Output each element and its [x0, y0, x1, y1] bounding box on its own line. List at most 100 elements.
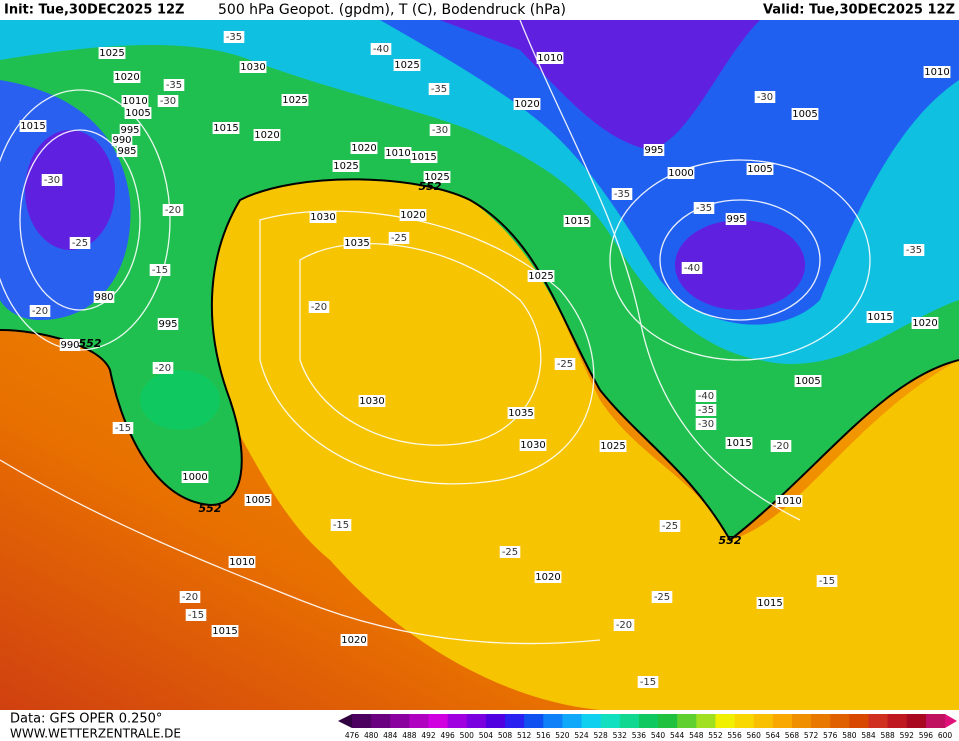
- height-label: 552: [199, 502, 222, 515]
- colorbar-swatch: [811, 714, 831, 728]
- isobar-label-box: [228, 556, 256, 568]
- colorbar-tick-label: 496: [440, 731, 455, 740]
- header-bar: [0, 0, 959, 20]
- colorbar-tick-label: 504: [479, 731, 494, 740]
- temperature-label-box: [223, 31, 245, 43]
- isobar-label: 1015: [757, 598, 782, 609]
- colorbar-swatch: [638, 714, 659, 728]
- temperature-label-box: [388, 232, 410, 244]
- isobar-label: 1030: [359, 396, 384, 407]
- colorbar-swatch: [505, 714, 525, 728]
- isobar-label: 1020: [114, 72, 139, 83]
- temperature-label: -20: [32, 306, 48, 317]
- isobar-label-box: [527, 270, 555, 282]
- colorbar-tick-label: 512: [517, 731, 532, 740]
- isobar-label: 985: [117, 146, 136, 157]
- temperature-label: -25: [502, 547, 518, 558]
- temperature-label: -20: [165, 205, 181, 216]
- temperature-label: -20: [773, 441, 789, 452]
- isobar-label: 1015: [411, 152, 436, 163]
- colorbar-swatch: [447, 714, 468, 728]
- isobar-label-box: [519, 439, 547, 451]
- colorbar-tick-label: 524: [574, 731, 589, 740]
- colorbar-tick-label: 500: [460, 731, 475, 740]
- isobar-label-box: [725, 213, 747, 225]
- isobar-label: 1020: [351, 143, 376, 154]
- colorbar-tick-label: 492: [421, 731, 436, 740]
- temperature-label-box: [613, 619, 635, 631]
- isobar-label: 980: [94, 292, 113, 303]
- isobar-label: 1005: [125, 108, 150, 119]
- isobar-label-box: [393, 59, 421, 71]
- temperature-label-box: [330, 519, 352, 531]
- temperature-label: -25: [391, 233, 407, 244]
- colorbar-tick-label: 576: [823, 731, 838, 740]
- isobar-label-box: [281, 94, 309, 106]
- temperature-label: -40: [373, 44, 389, 55]
- isobar-label-box: [343, 237, 371, 249]
- temperature-label: -20: [155, 363, 171, 374]
- isobar-label: 1025: [394, 60, 419, 71]
- colorbar-swatch: [581, 714, 602, 728]
- colorbar-swatch: [772, 714, 793, 728]
- colorbar-swatch: [543, 714, 563, 728]
- colorbar-tick-label: 508: [498, 731, 513, 740]
- colorbar-tick-label: 568: [785, 731, 800, 740]
- colorbar-tick-label: 484: [383, 731, 398, 740]
- isobar-label-box: [111, 134, 133, 146]
- isobar-label-box: [340, 634, 368, 646]
- isobar-label: 1015: [867, 312, 892, 323]
- colorbar-tick-label: 596: [919, 731, 934, 740]
- west-low-purple: [25, 130, 115, 250]
- yellow-zone: [209, 179, 959, 710]
- colorbar-tick-label: 572: [804, 731, 819, 740]
- isobar-label-box: [211, 625, 239, 637]
- colorbar-swatch: [371, 714, 391, 728]
- isobar-label-box: [423, 171, 451, 183]
- isobar-label-box: [746, 163, 774, 175]
- isobar-label-box: [119, 124, 141, 136]
- isobar-label-box: [725, 437, 753, 449]
- colorbar-swatch: [791, 714, 812, 728]
- isobar-label-box: [399, 209, 427, 221]
- isobar-label-box: [923, 66, 951, 78]
- isobar-label-box: [113, 71, 141, 83]
- colorbar-tick-label: 564: [766, 731, 781, 740]
- colorbar-swatch: [753, 714, 774, 728]
- isobar-label: 995: [726, 214, 745, 225]
- colorbar-tick-label: 532: [613, 731, 628, 740]
- isobar-label: 1020: [535, 572, 560, 583]
- temperature-label: -25: [557, 359, 573, 370]
- isobar-label-box: [775, 495, 803, 507]
- height-label: 552: [419, 180, 442, 193]
- colorbar-arrow-right: [945, 714, 957, 728]
- isobar-label: 1020: [514, 99, 539, 110]
- temperature-label-box: [163, 79, 185, 91]
- isobar-label-box: [534, 571, 562, 583]
- green-pocket: [140, 370, 220, 430]
- isobar-label: 1005: [245, 495, 270, 506]
- colorbar-tick-label: 556: [727, 731, 742, 740]
- colorbar-swatch: [466, 714, 487, 728]
- temperature-label: -20: [182, 592, 198, 603]
- isobar-label: 1010: [924, 67, 949, 78]
- isobar-label-box: [410, 151, 438, 163]
- colorbar-tick-label: 488: [402, 731, 417, 740]
- valid-time: Valid: Tue,30DEC2025 12Z: [763, 3, 955, 18]
- isobar-label-box: [157, 318, 179, 330]
- colorbar-swatch: [925, 714, 946, 728]
- isobar-label: 1010: [776, 496, 801, 507]
- temperature-label-box: [179, 591, 201, 603]
- isobar-label: 1010: [385, 148, 410, 159]
- colorbar-tick-label: 560: [747, 731, 762, 740]
- temperature-label: -15: [333, 520, 349, 531]
- temperature-label-box: [754, 91, 776, 103]
- temperature-label: -40: [684, 263, 700, 274]
- isobar-label: 995: [158, 319, 177, 330]
- temperature-label-box: [611, 188, 633, 200]
- isobar-label: 1005: [747, 164, 772, 175]
- temperature-label-box: [157, 95, 179, 107]
- isobar-label-box: [181, 471, 209, 483]
- isobar-label: 1000: [668, 168, 693, 179]
